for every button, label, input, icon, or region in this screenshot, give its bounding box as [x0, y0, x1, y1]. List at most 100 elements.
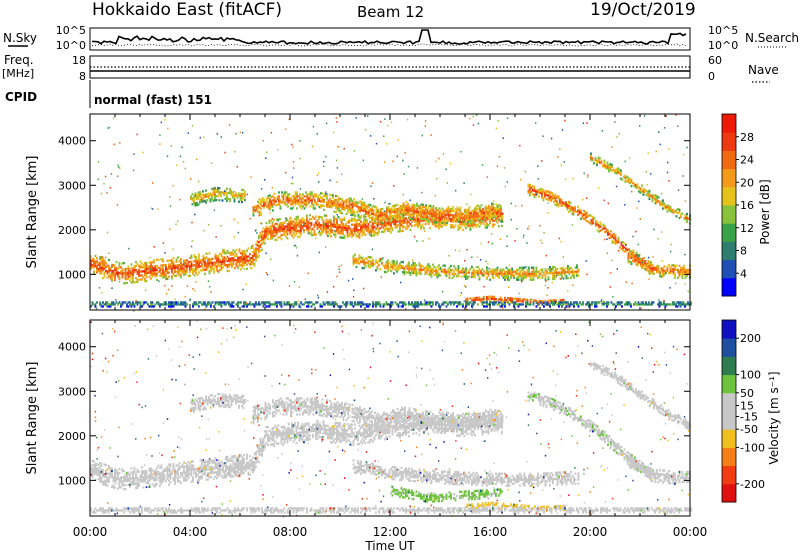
range-cell — [399, 230, 401, 233]
range-cell — [346, 235, 349, 238]
range-cell — [300, 221, 302, 224]
range-cell — [255, 257, 257, 260]
range-cell — [468, 224, 470, 227]
range-cell — [189, 268, 191, 271]
range-cell — [533, 187, 536, 190]
range-cell — [126, 273, 128, 277]
range-cell — [675, 215, 678, 218]
range-cell — [372, 260, 374, 263]
range-cell — [300, 223, 302, 226]
range-cell — [295, 303, 298, 306]
range-cell — [195, 271, 197, 275]
range-cell — [240, 258, 242, 261]
range-cell — [402, 214, 405, 217]
range-cell — [309, 205, 312, 208]
range-cell — [360, 305, 362, 308]
range-cell — [252, 262, 254, 266]
range-cell — [418, 270, 421, 273]
range-cell — [579, 301, 581, 304]
range-cell — [422, 203, 424, 206]
range-cell — [385, 303, 388, 306]
range-cell — [535, 193, 537, 196]
range-cell — [354, 261, 356, 264]
range-cell — [583, 217, 585, 220]
range-cell — [191, 203, 194, 206]
range-cell — [93, 264, 95, 267]
range-cell — [507, 268, 509, 271]
range-cell — [191, 240, 193, 242]
range-cell — [544, 195, 546, 198]
range-cell — [446, 209, 448, 213]
range-cell — [285, 195, 288, 198]
range-cell — [274, 232, 277, 236]
range-cell — [623, 242, 626, 245]
range-cell — [183, 271, 185, 274]
range-cell — [255, 301, 257, 304]
range-cell — [177, 256, 179, 259]
range-cell — [223, 193, 225, 196]
range-cell — [286, 237, 289, 240]
range-cell — [191, 193, 194, 196]
range-cell — [417, 204, 420, 208]
range-cell — [335, 206, 337, 210]
range-cell — [557, 195, 560, 198]
range-cell — [666, 206, 669, 209]
range-cell — [502, 300, 505, 303]
range-cell — [672, 303, 674, 306]
range-cell — [369, 216, 371, 220]
range-cell — [148, 267, 151, 270]
range-cell — [318, 217, 320, 220]
range-cell — [399, 228, 401, 231]
range-cell — [157, 301, 160, 304]
range-cell — [486, 218, 488, 221]
range-cell — [517, 278, 520, 281]
range-cell — [111, 277, 113, 280]
range-cell — [255, 249, 257, 252]
range-cell — [674, 268, 676, 271]
range-cell — [545, 189, 548, 193]
range-cell — [220, 254, 223, 257]
noise-right-tick-top: 10^5 — [708, 24, 738, 37]
range-cell — [556, 273, 559, 276]
range-cell — [190, 266, 193, 269]
range-cell — [395, 208, 397, 211]
range-cell — [385, 301, 388, 304]
range-cell — [99, 272, 101, 275]
range-cell — [132, 277, 134, 280]
range-cell — [338, 207, 340, 210]
range-cell — [665, 272, 667, 274]
range-cell — [687, 217, 690, 220]
range-cell — [318, 197, 321, 201]
range-cell — [249, 257, 251, 260]
range-cell — [350, 197, 352, 200]
range-cell — [307, 224, 310, 227]
range-cell — [361, 232, 364, 235]
range-cell — [309, 191, 312, 194]
range-cell — [432, 271, 434, 274]
range-cell — [382, 303, 385, 306]
range-cell — [624, 176, 627, 179]
range-cell — [554, 193, 557, 196]
range-cell — [315, 223, 317, 226]
range-cell — [357, 201, 360, 205]
range-cell — [402, 206, 405, 209]
range-cell — [599, 225, 602, 228]
range-cell — [666, 265, 669, 269]
range-cell — [353, 210, 355, 213]
range-cell — [416, 210, 418, 213]
range-cell — [618, 172, 621, 175]
range-cell — [496, 300, 499, 303]
range-cell — [294, 197, 297, 200]
range-cell — [230, 190, 233, 193]
range-cell — [256, 242, 259, 245]
range-cell — [289, 220, 292, 224]
range-cell — [124, 281, 127, 285]
range-cell — [292, 161, 295, 163]
range-cell — [363, 203, 366, 207]
range-cell — [324, 303, 326, 306]
range-cell — [213, 263, 215, 266]
range-cell — [496, 270, 499, 273]
range-cell — [268, 229, 271, 232]
range-cell — [508, 264, 510, 266]
range-cell — [521, 204, 523, 207]
